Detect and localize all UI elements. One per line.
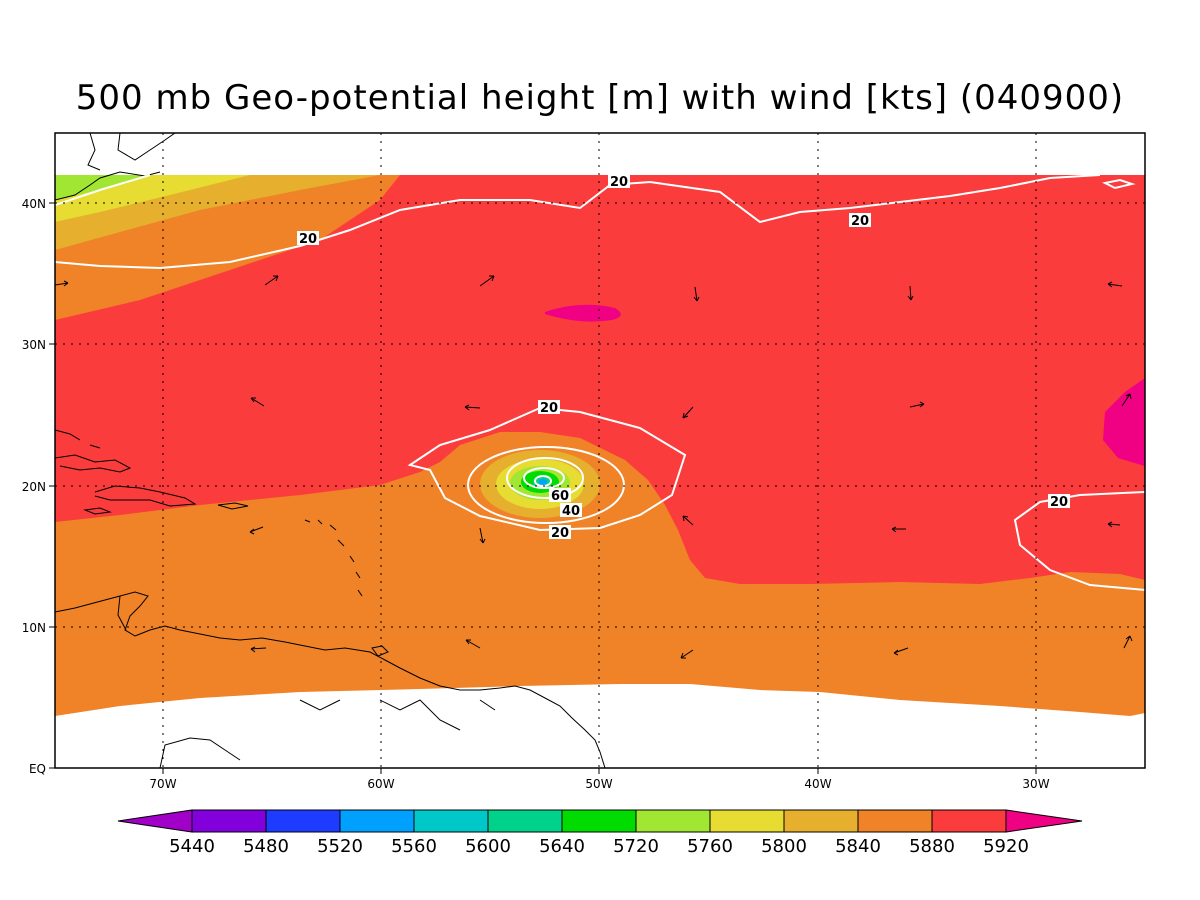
map-title: 500 mb Geo-potential height [m] with win… xyxy=(75,78,1125,118)
coast-cuba xyxy=(55,454,132,473)
longitude-labels: 70W 60W 50W 40W 30W xyxy=(149,777,1049,791)
lat-tick-label: 20N xyxy=(22,480,46,494)
colorbar-low-arrow xyxy=(117,809,193,833)
isotach-40 xyxy=(467,446,625,524)
colorbar-swatch xyxy=(635,809,711,833)
latitude-labels: 40N 30N 20N 10N EQ xyxy=(22,197,46,776)
isotach-label: 20 xyxy=(1050,495,1068,510)
colorbar-swatch xyxy=(191,809,267,833)
colorbar-label: 5880 xyxy=(909,836,955,857)
colorbar-swatch xyxy=(339,809,415,833)
colorbar-label: 5920 xyxy=(983,836,1029,857)
band-5920 xyxy=(55,175,1145,584)
colorbar-label: 5560 xyxy=(391,836,437,857)
colorbar-label: 5800 xyxy=(761,836,807,857)
isotach-60 xyxy=(506,457,584,499)
colorbar-label: 5720 xyxy=(613,836,659,857)
colorbar-swatch xyxy=(931,809,1007,833)
lat-tick-label: 30N xyxy=(22,338,46,352)
lon-tick-label: 70W xyxy=(149,777,176,791)
isotach-label: 20 xyxy=(540,401,558,416)
height-field: 20 20 20 20 20 20 60 40 xyxy=(55,133,1145,768)
colorbar-swatch xyxy=(783,809,859,833)
coastlines xyxy=(55,133,606,768)
colorbar-label: 5480 xyxy=(243,836,289,857)
coast-puerto-rico xyxy=(217,502,249,510)
colorbar-label: 5600 xyxy=(465,836,511,857)
lon-tick-label: 50W xyxy=(585,777,612,791)
isotach-label: 20 xyxy=(299,232,317,247)
colorbar-swatch xyxy=(413,809,489,833)
lon-tick-label: 60W xyxy=(367,777,394,791)
isotach-label: 20 xyxy=(851,214,869,229)
colorbar-swatch xyxy=(709,809,785,833)
colorbar-label: 5840 xyxy=(835,836,881,857)
isotach-label: 60 xyxy=(551,489,569,504)
coast-south-america xyxy=(55,591,606,768)
colorbar-label: 5760 xyxy=(687,836,733,857)
lon-tick-label: 30W xyxy=(1022,777,1049,791)
wind-vectors xyxy=(55,275,1133,659)
axis-ticks xyxy=(49,202,1037,774)
isotach-20-nw xyxy=(55,174,151,206)
lat-tick-label: 10N xyxy=(22,621,46,635)
isotach-labels: 20 20 20 20 20 20 60 40 xyxy=(297,174,1070,541)
colorbar-swatch xyxy=(487,809,563,833)
band-5960-east xyxy=(1103,378,1145,466)
colorbar: 5440 5480 5520 5560 5600 5640 5720 5760 5800 5840… xyxy=(117,809,1083,857)
colorbar-high-arrow xyxy=(1005,809,1083,833)
colorbar-label: 5640 xyxy=(539,836,585,857)
colorbar-swatch xyxy=(857,809,933,833)
coast-trinidad xyxy=(371,645,389,657)
colorbar-label: 5440 xyxy=(169,836,215,857)
colorbar-swatch xyxy=(561,809,637,833)
plot-frame xyxy=(54,132,1146,769)
band-5960-north xyxy=(545,304,621,322)
isotachs xyxy=(55,174,1145,591)
coast-antilles xyxy=(304,519,363,597)
storm-eye xyxy=(539,479,547,485)
lat-tick-label: 40N xyxy=(22,197,46,211)
coast-interior xyxy=(117,595,496,768)
isotach-60-inner xyxy=(523,467,565,489)
coast-hispaniola xyxy=(94,485,197,507)
isotach-20-storm xyxy=(407,406,687,532)
coast-bahamas xyxy=(55,429,101,449)
isotach-label: 40 xyxy=(562,504,580,519)
lat-tick-label: EQ xyxy=(29,762,46,776)
lon-tick-label: 40W xyxy=(804,777,831,791)
isotach-label: 20 xyxy=(610,175,628,190)
coast-jamaica xyxy=(83,507,112,515)
colorbar-label: 5520 xyxy=(317,836,363,857)
colorbar-swatch xyxy=(265,809,341,833)
graticule xyxy=(55,133,1145,768)
isotach-20-east xyxy=(1013,491,1145,591)
isotach-label: 20 xyxy=(551,526,569,541)
